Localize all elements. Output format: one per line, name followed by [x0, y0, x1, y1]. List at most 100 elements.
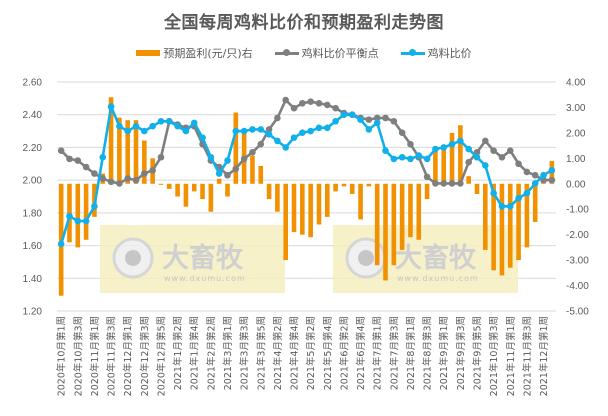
legend-item-breakeven[interactable]: 鸡料比价平衡点	[274, 45, 379, 61]
profit-bar	[300, 183, 305, 235]
watermark-brand: 大畜牧	[162, 242, 244, 274]
x-axis-tick: 2021年10月第3周	[488, 316, 500, 396]
profit-bar	[433, 150, 438, 184]
left-axis-tick: 2.20	[23, 143, 43, 154]
x-axis-tick: 2021年11月第3周	[521, 316, 533, 396]
x-axis-tick: 2020年12月第3周	[139, 316, 151, 396]
ratio-marker	[407, 155, 414, 163]
profit-bar	[75, 183, 81, 248]
profit-bar	[524, 183, 530, 248]
ratio-marker	[473, 153, 481, 161]
profit-bar	[499, 183, 505, 276]
legend-label-profit: 预期盈利(元/只)右	[163, 47, 253, 60]
profit-bar	[399, 183, 405, 250]
x-axis-tick: 2021年9月第3周	[455, 316, 467, 390]
ratio-marker	[132, 122, 140, 130]
ratio-marker	[357, 116, 364, 123]
x-axis-tick: 2021年8月第1周	[405, 316, 417, 390]
breakeven-marker	[407, 140, 414, 148]
profit-bar	[333, 183, 338, 192]
breakeven-marker	[423, 173, 431, 181]
right-axis-tick: -2.00	[566, 230, 589, 241]
legend-item-profit[interactable]: 预期盈利(元/只)右	[136, 45, 253, 61]
breakeven-marker	[107, 178, 115, 186]
breakeven-marker	[57, 147, 65, 154]
x-axis-tick: 2021年9月第1周	[438, 316, 450, 390]
profit-bar	[516, 183, 521, 261]
x-axis-tick: 2021年6月第4周	[355, 316, 367, 390]
profit-bar	[458, 125, 463, 184]
eye-pupil-icon	[358, 250, 374, 266]
ratio-marker	[232, 127, 240, 135]
profit-bar	[366, 183, 372, 187]
x-axis-tick: 2021年1月第2周	[172, 316, 184, 390]
breakeven-marker	[465, 158, 472, 166]
ratio-marker	[423, 155, 431, 163]
breakeven-marker	[240, 155, 248, 163]
ratio-marker	[141, 127, 148, 135]
breakeven-marker	[124, 175, 131, 182]
ratio-marker	[440, 144, 448, 151]
ratio-marker	[323, 124, 331, 132]
ratio-marker	[382, 147, 389, 154]
profit-bar	[166, 183, 172, 189]
watermark-url: www.dxumu.com	[164, 274, 246, 283]
breakeven-marker	[265, 126, 273, 133]
profit-bar	[324, 183, 330, 217]
profit-bar	[125, 120, 130, 184]
breakeven-marker	[382, 114, 389, 122]
ratio-marker	[365, 126, 373, 133]
left-axis-tick: 2.40	[23, 110, 43, 121]
ratio-marker	[448, 140, 456, 148]
legend-item-ratio[interactable]: 鸡料比价	[400, 45, 472, 61]
profit-bar	[424, 183, 430, 200]
x-axis-tick: 2021年5月第2周	[305, 316, 317, 390]
breakeven-marker	[365, 116, 373, 123]
ratio-marker	[82, 217, 90, 225]
ratio-marker	[290, 134, 298, 141]
x-axis-tick: 2021年4月第4周	[289, 316, 301, 390]
breakeven-marker	[274, 114, 281, 122]
breakeven-marker	[82, 163, 90, 171]
ratio-marker	[348, 111, 356, 119]
ratio-marker	[265, 131, 273, 138]
breakeven-marker	[506, 147, 514, 154]
ratio-marker	[299, 129, 306, 137]
x-axis-tick: 2021年1月第4周	[189, 316, 201, 390]
breakeven-marker	[116, 180, 123, 187]
profit-bar	[225, 183, 230, 197]
breakeven-marker	[548, 176, 556, 184]
ratio-marker	[215, 170, 223, 177]
profit-bar	[275, 183, 280, 212]
breakeven-marker	[390, 117, 398, 125]
left-axis-tick: 2.00	[23, 176, 43, 187]
right-axis-tick: 2.00	[566, 128, 586, 139]
legend: 预期盈利(元/只)右 鸡料比价平衡点 鸡料比价	[0, 45, 608, 61]
profit-bar	[83, 183, 89, 240]
profit-bar	[175, 183, 180, 197]
ratio-marker	[523, 189, 531, 197]
breakeven-marker	[91, 170, 98, 177]
eye-pupil-icon	[125, 250, 141, 266]
ratio-marker	[249, 126, 256, 133]
ratio-marker	[257, 126, 265, 133]
profit-bar	[291, 183, 297, 233]
ratio-marker	[506, 203, 514, 210]
profit-bar	[408, 183, 413, 238]
bar-swatch-icon	[136, 50, 161, 56]
breakeven-marker	[482, 137, 489, 145]
blue-line-marker-icon	[400, 49, 425, 56]
breakeven-marker	[224, 171, 231, 179]
gray-line-marker-icon	[274, 49, 299, 56]
x-axis-tick: 2021年7月第3周	[388, 316, 400, 390]
breakeven-marker	[282, 96, 290, 104]
ratio-marker	[332, 117, 339, 125]
ratio-marker	[398, 153, 406, 161]
breakeven-marker	[141, 170, 148, 177]
breakeven-marker	[515, 160, 522, 168]
ratio-marker	[465, 145, 472, 153]
right-axis-tick: -4.00	[566, 281, 589, 292]
profit-bar	[416, 183, 422, 240]
